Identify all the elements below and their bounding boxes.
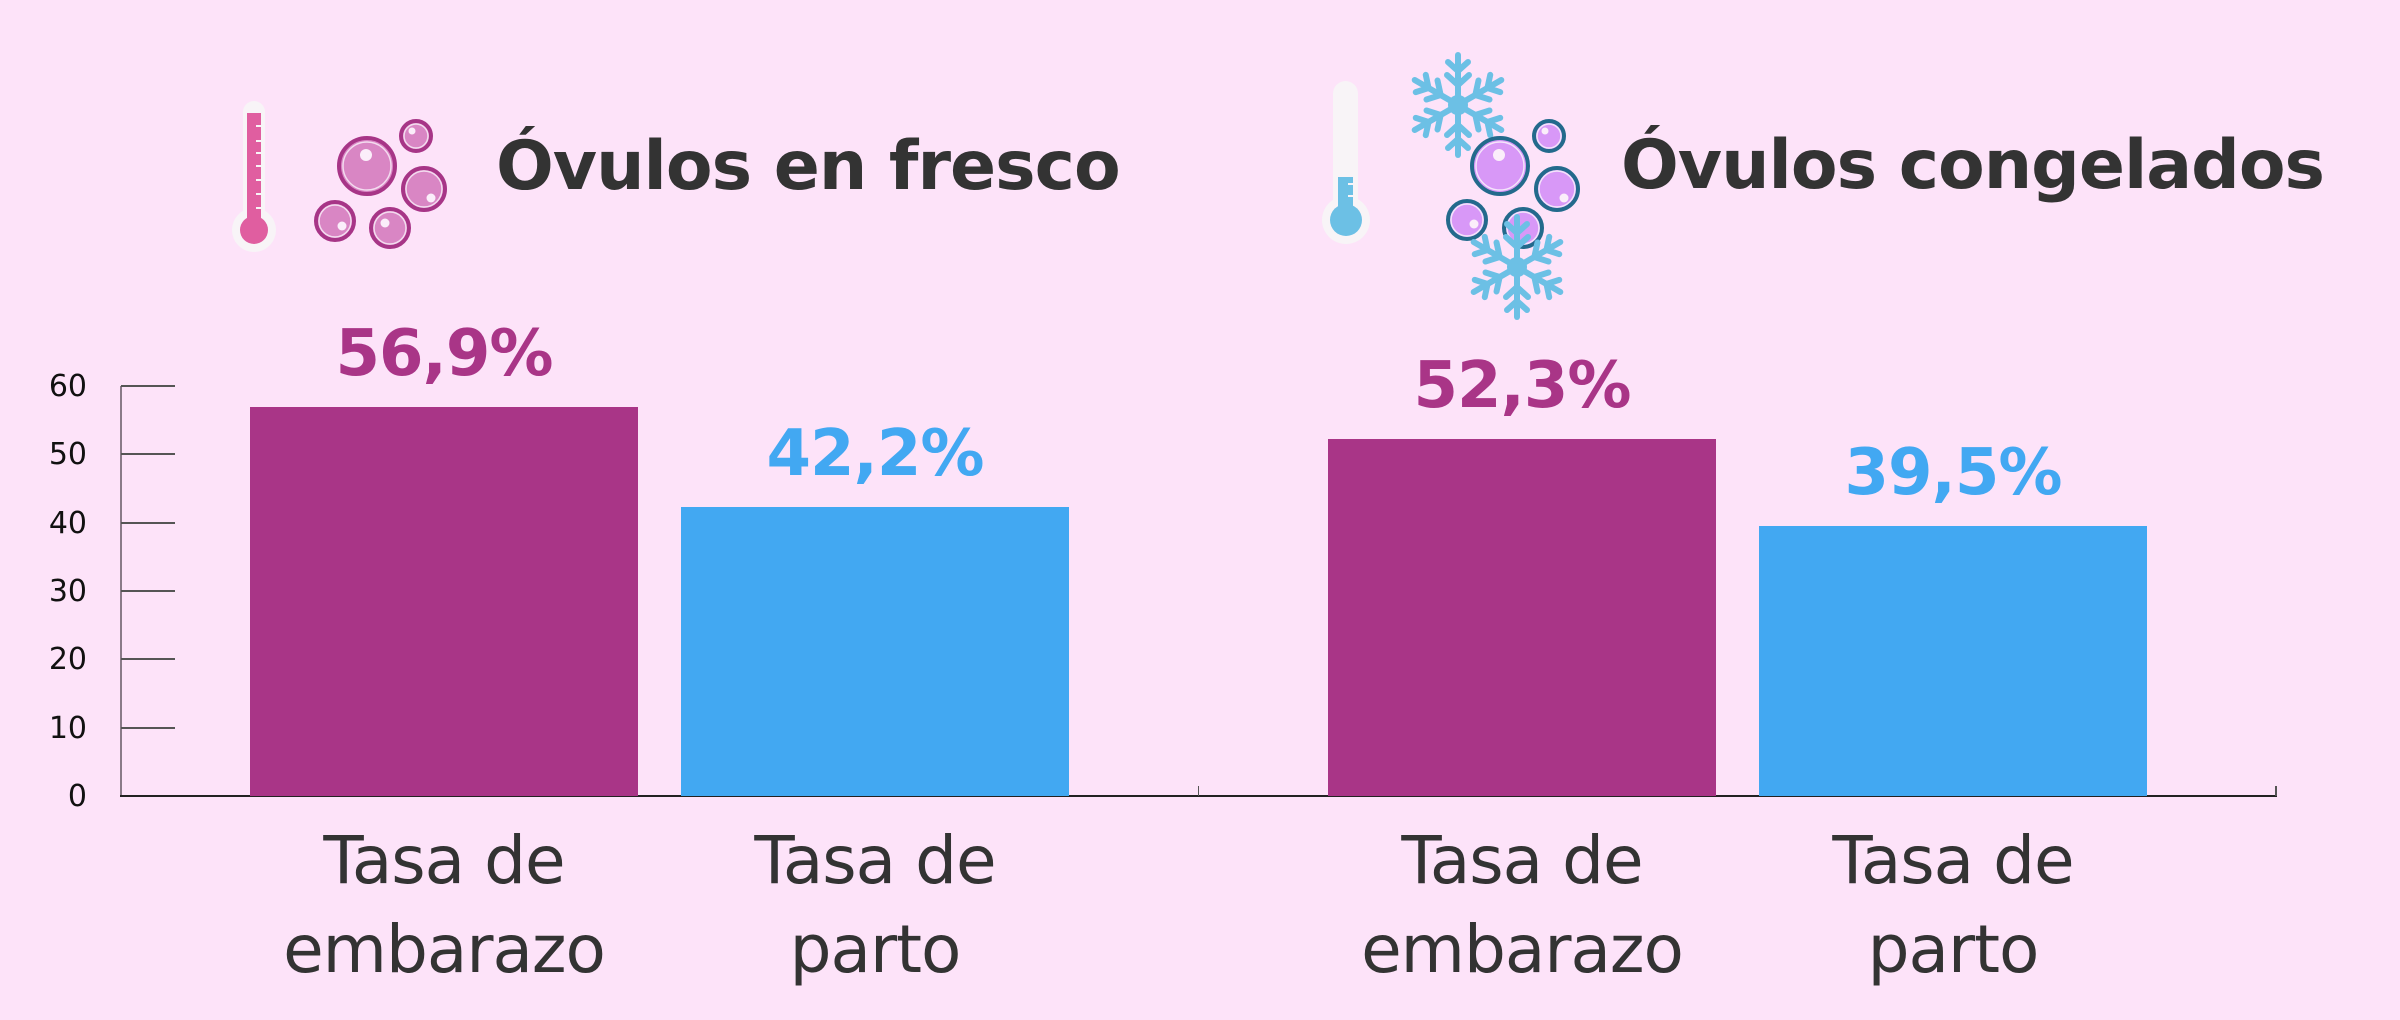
fresh-title: Óvulos en fresco [496,127,1121,206]
x-axis-end-tick [2275,786,2277,796]
x-label-frozen-delivery: Tasa de parto [1709,816,2197,994]
x-axis-mid-tick [1198,786,1199,796]
y-tick [121,453,175,455]
y-tick [121,385,175,387]
bar-frozen-delivery [1759,526,2147,796]
y-tick [121,522,175,524]
y-tick-label: 40 [48,506,87,541]
y-tick-label: 20 [48,642,87,677]
y-tick [121,727,175,729]
x-label-fresh-pregnancy: Tasa de embarazo [200,816,688,994]
x-label-line: Tasa de [1401,822,1643,899]
y-tick-label: 0 [67,779,87,814]
y-tick-label: 10 [48,711,87,746]
x-label-line: Tasa de [1832,822,2074,899]
value-label-frozen-pregnancy: 52,3% [1413,349,1631,423]
y-tick-label: 60 [48,369,87,404]
y-tick-label: 50 [48,437,87,472]
x-label-line: parto [789,911,962,988]
value-label-fresh-delivery: 42,2% [766,417,984,491]
y-tick [121,658,175,660]
value-label-frozen-delivery: 39,5% [1844,436,2062,510]
y-tick-label: 30 [48,574,87,609]
bar-fresh-pregnancy [250,407,638,796]
y-tick [121,590,175,592]
value-label-fresh-pregnancy: 56,9% [335,317,553,391]
x-label-line: embarazo [1361,911,1684,988]
x-label-line: Tasa de [754,822,996,899]
bar-frozen-pregnancy [1328,439,1716,796]
bar-fresh-delivery [681,507,1069,796]
frozen-title: Óvulos congelados [1621,126,2325,205]
x-label-frozen-pregnancy: Tasa de embarazo [1278,816,1766,994]
x-label-line: embarazo [283,911,606,988]
x-label-line: parto [1867,911,2040,988]
x-axis-line [120,795,2277,797]
x-label-fresh-delivery: Tasa de parto [631,816,1119,994]
x-label-line: Tasa de [323,822,565,899]
